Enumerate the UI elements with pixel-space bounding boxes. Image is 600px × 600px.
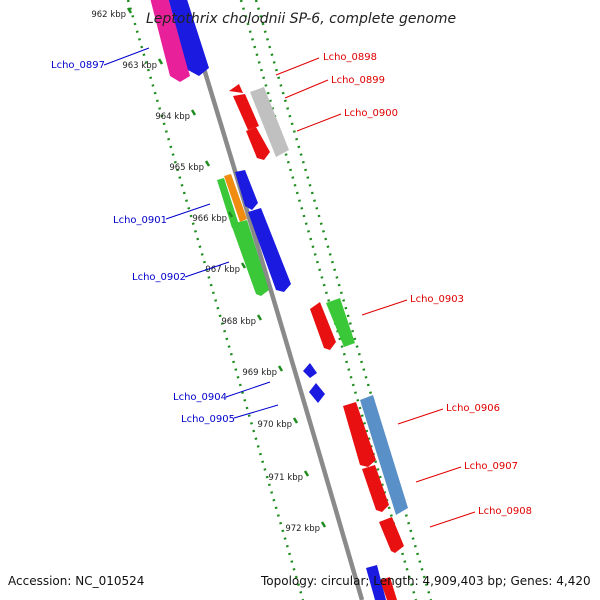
gene-arrow-0900-grey bbox=[250, 87, 289, 157]
leader-0906 bbox=[397, 408, 444, 425]
scale-tick-mark bbox=[303, 470, 310, 477]
gene-label-0908[interactable]: Lcho_0908 bbox=[478, 506, 532, 517]
scale-tick-mark bbox=[292, 417, 299, 424]
scale-tick-label: 964 kbp bbox=[155, 112, 190, 122]
scale-tick-mark bbox=[256, 314, 263, 321]
scale-tick-mark bbox=[157, 58, 164, 65]
scale-tick-mark bbox=[126, 7, 133, 14]
gene-label-0907[interactable]: Lcho_0907 bbox=[464, 461, 518, 472]
scale-tick-label: 965 kbp bbox=[169, 163, 204, 173]
gene-label-0904[interactable]: Lcho_0904 bbox=[173, 392, 227, 403]
accession-text: Accession: NC_010524 bbox=[8, 574, 145, 588]
scale-tick-mark bbox=[190, 109, 197, 116]
gene-arrow-0906-red bbox=[343, 402, 376, 467]
scale-tick-label: 966 kbp bbox=[192, 214, 227, 224]
scale-tick-mark bbox=[227, 211, 234, 218]
kbp-scale: 962 kbp 963 kbp 964 kbp 965 kbp 966 kbp 967 k… bbox=[91, 7, 327, 534]
scale-tick-label: 971 kbp bbox=[268, 473, 303, 483]
scale-tick-mark bbox=[240, 262, 247, 269]
scale-tick-mark bbox=[320, 521, 327, 528]
gene-arrow-0901-green bbox=[217, 178, 239, 228]
gene-arrow-next-blue bbox=[366, 565, 386, 600]
gene-arrow-0900-red bbox=[246, 127, 270, 160]
leader-0900 bbox=[296, 113, 342, 132]
gene-arrow-0906-steel bbox=[360, 395, 408, 515]
leader-0903 bbox=[361, 299, 408, 316]
gene-label-0903[interactable]: Lcho_0903 bbox=[410, 294, 464, 305]
leader-0901 bbox=[165, 203, 211, 220]
gene-arrow-next-red bbox=[380, 577, 397, 600]
scale-tick-label: 968 kbp bbox=[221, 317, 256, 327]
gene-arrow-0898 bbox=[229, 84, 243, 93]
gene-arrow-0902-green bbox=[231, 220, 269, 296]
leader-0907 bbox=[415, 466, 462, 483]
scale-tick-label: 969 kbp bbox=[242, 368, 277, 378]
leader-0898 bbox=[275, 57, 320, 76]
gene-arrow-0901-blue bbox=[235, 170, 258, 210]
leader-0904 bbox=[225, 381, 271, 398]
gene-label-0902[interactable]: Lcho_0902 bbox=[132, 272, 186, 283]
gene-label-0906[interactable]: Lcho_0906 bbox=[446, 403, 500, 414]
scale-tick-label: 970 kbp bbox=[257, 420, 292, 430]
gene-label-0898[interactable]: Lcho_0898 bbox=[323, 52, 377, 63]
scale-tick-label: 972 kbp bbox=[285, 524, 320, 534]
gene-arrow-0897-blue bbox=[168, 0, 209, 76]
gene-arrow-0899 bbox=[233, 94, 259, 130]
gene-label-0901[interactable]: Lcho_0901 bbox=[113, 215, 167, 226]
scale-tick-mark bbox=[277, 365, 284, 372]
gene-arrow-0903-red bbox=[310, 302, 336, 350]
topology-text: Topology: circular; Length: 4,909,403 bp… bbox=[261, 574, 591, 588]
gene-label-0897[interactable]: Lcho_0897 bbox=[51, 60, 105, 71]
gene-arrow-0901-orange bbox=[224, 174, 247, 222]
leader-0899 bbox=[284, 79, 329, 99]
gene-arrow-0903-green bbox=[326, 298, 355, 347]
genome-backbone bbox=[180, 0, 365, 600]
leader-0897 bbox=[103, 47, 150, 66]
gene-arrow-0904 bbox=[303, 363, 317, 378]
map-title: Leptothrix cholodnii SP-6, complete geno… bbox=[146, 11, 456, 27]
scale-tick-label: 962 kbp bbox=[91, 10, 126, 20]
gene-arrow-0907-red bbox=[362, 465, 389, 512]
scale-tick-mark bbox=[204, 160, 211, 167]
leader-0902 bbox=[184, 261, 230, 278]
gene-arrow-0905 bbox=[309, 383, 325, 403]
gene-arrow-0908-red bbox=[379, 517, 404, 553]
gene-label-0905[interactable]: Lcho_0905 bbox=[181, 414, 235, 425]
gene-arrow-0897-pink bbox=[150, 0, 190, 82]
scale-tick-label: 967 kbp bbox=[205, 265, 240, 275]
outer-left-track-border bbox=[126, 0, 305, 600]
leader-0908 bbox=[429, 511, 476, 528]
gene-label-0899[interactable]: Lcho_0899 bbox=[331, 75, 385, 86]
scale-tick-label: 963 kbp bbox=[122, 61, 157, 71]
leader-0905 bbox=[233, 404, 279, 419]
gene-label-0900[interactable]: Lcho_0900 bbox=[344, 108, 398, 119]
gene-arrow-0902-blue bbox=[248, 208, 291, 292]
